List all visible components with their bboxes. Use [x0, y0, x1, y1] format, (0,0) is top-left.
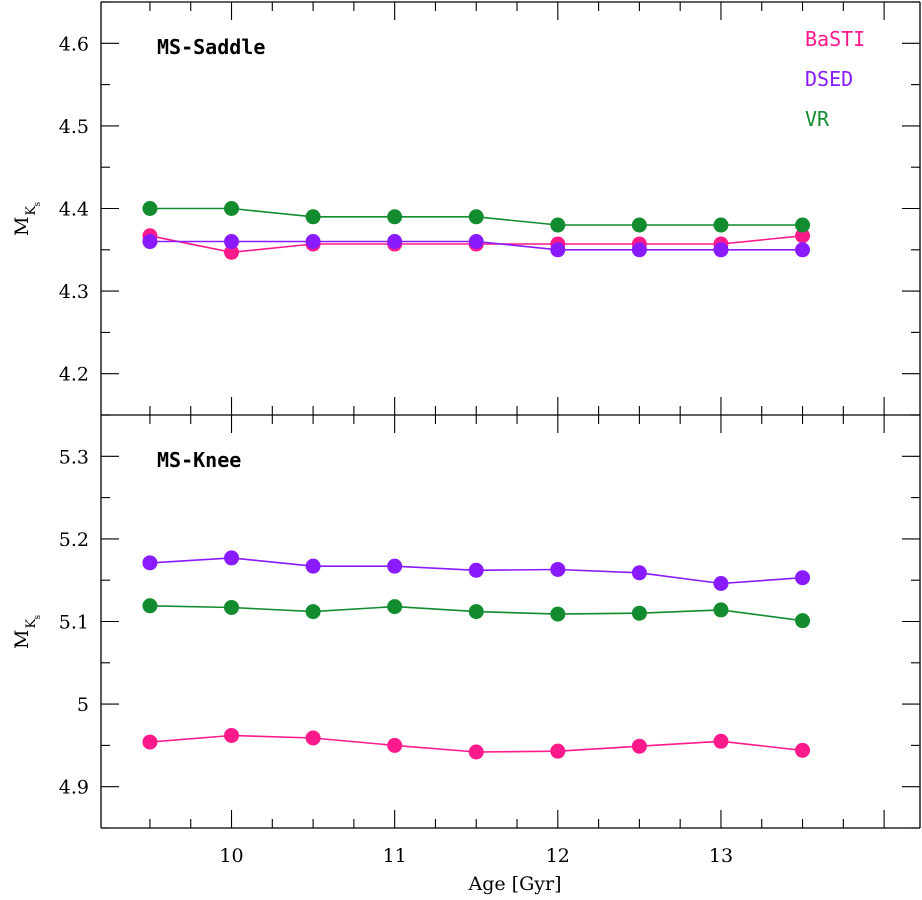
- x-tick-label: 12: [546, 845, 570, 867]
- data-point: [387, 558, 403, 574]
- data-point: [713, 576, 729, 592]
- legend: BaSTI DSED VR: [805, 27, 865, 131]
- series-vr: [142, 598, 811, 629]
- data-point: [713, 602, 729, 618]
- data-point: [224, 244, 240, 260]
- legend-entry-basti: BaSTI: [805, 27, 865, 51]
- series-dsed: [142, 550, 811, 592]
- data-point: [631, 605, 647, 621]
- data-point: [795, 570, 811, 586]
- data-point: [550, 743, 566, 759]
- data-point: [550, 606, 566, 622]
- data-point: [142, 201, 158, 216]
- y-tick-label: 5: [77, 694, 89, 716]
- data-point: [305, 730, 321, 746]
- y-tick-label: 5.2: [59, 529, 89, 551]
- data-point: [305, 209, 321, 225]
- y-tick-label: 4.3: [59, 281, 89, 303]
- y-tick-label: 4.5: [59, 116, 89, 138]
- y-tick-label: 5.3: [59, 446, 89, 468]
- data-point: [713, 242, 729, 258]
- data-point: [142, 555, 158, 571]
- data-point: [795, 742, 811, 758]
- data-point: [550, 242, 566, 258]
- y-axis-title: MKs: [11, 202, 43, 236]
- x-tick-label: 13: [709, 845, 733, 867]
- data-point: [224, 727, 240, 743]
- y-axis-title-main: M: [11, 630, 33, 649]
- series-vr: [142, 201, 811, 233]
- data-point: [713, 733, 729, 749]
- legend-entry-dsed: DSED: [805, 67, 853, 91]
- data-point: [387, 234, 403, 250]
- y-tick-label: 5.1: [59, 612, 89, 634]
- series-basti: [142, 727, 811, 760]
- y-axis-title-subsub: s: [33, 615, 43, 620]
- data-point: [387, 209, 403, 225]
- data-point: [468, 209, 484, 225]
- legend-entry-vr: VR: [805, 107, 830, 131]
- y-tick-label: 4.9: [59, 777, 89, 799]
- data-point: [795, 242, 811, 258]
- y-tick-label: 4.4: [59, 199, 89, 221]
- data-point: [631, 738, 647, 754]
- data-point: [305, 558, 321, 574]
- y-axis-title-sub: K: [24, 619, 39, 629]
- x-tick-label: 11: [383, 845, 407, 867]
- data-point: [305, 234, 321, 250]
- data-point: [550, 217, 566, 233]
- data-point: [224, 234, 240, 250]
- data-point: [387, 737, 403, 753]
- data-point: [224, 599, 240, 615]
- y-axis-title: MKs: [11, 615, 43, 649]
- data-point: [795, 613, 811, 629]
- y-axis-title-subsub: s: [33, 202, 43, 207]
- data-point: [468, 234, 484, 250]
- data-point: [468, 604, 484, 620]
- data-point: [713, 217, 729, 233]
- data-point: [305, 604, 321, 620]
- panel-ms-knee: 4.9 5 5.1 5.2 5.3 MKs MS-Knee: [11, 414, 921, 829]
- y-axis-title-sub: K: [24, 206, 39, 216]
- y-tick-label: 4.2: [59, 364, 89, 386]
- y-axis-title-main: M: [11, 217, 33, 236]
- data-point: [142, 234, 158, 250]
- panel-label: MS-Saddle: [157, 35, 265, 59]
- data-point: [468, 744, 484, 760]
- data-point: [795, 228, 811, 244]
- data-point: [795, 217, 811, 233]
- panel-label: MS-Knee: [157, 448, 241, 472]
- data-point: [224, 550, 240, 566]
- x-axis-title: Age [Gyr]: [468, 873, 562, 895]
- data-point: [224, 201, 240, 216]
- panel-ms-saddle: 4.2 4.3 4.4 4.5 4.6 MKs MS-Saddle BaSTI DSED VR: [11, 1, 921, 416]
- y-tick-label: 4.6: [59, 33, 89, 55]
- data-point: [550, 561, 566, 577]
- series-dsed: [142, 234, 811, 258]
- x-axis: 10 11 12 13 Age [Gyr]: [219, 845, 733, 895]
- x-tick-label: 10: [219, 845, 243, 867]
- data-point: [631, 565, 647, 581]
- data-point: [142, 598, 158, 614]
- data-point: [468, 562, 484, 578]
- data-point: [142, 734, 158, 750]
- data-point: [387, 599, 403, 615]
- data-point: [631, 217, 647, 233]
- data-point: [631, 242, 647, 258]
